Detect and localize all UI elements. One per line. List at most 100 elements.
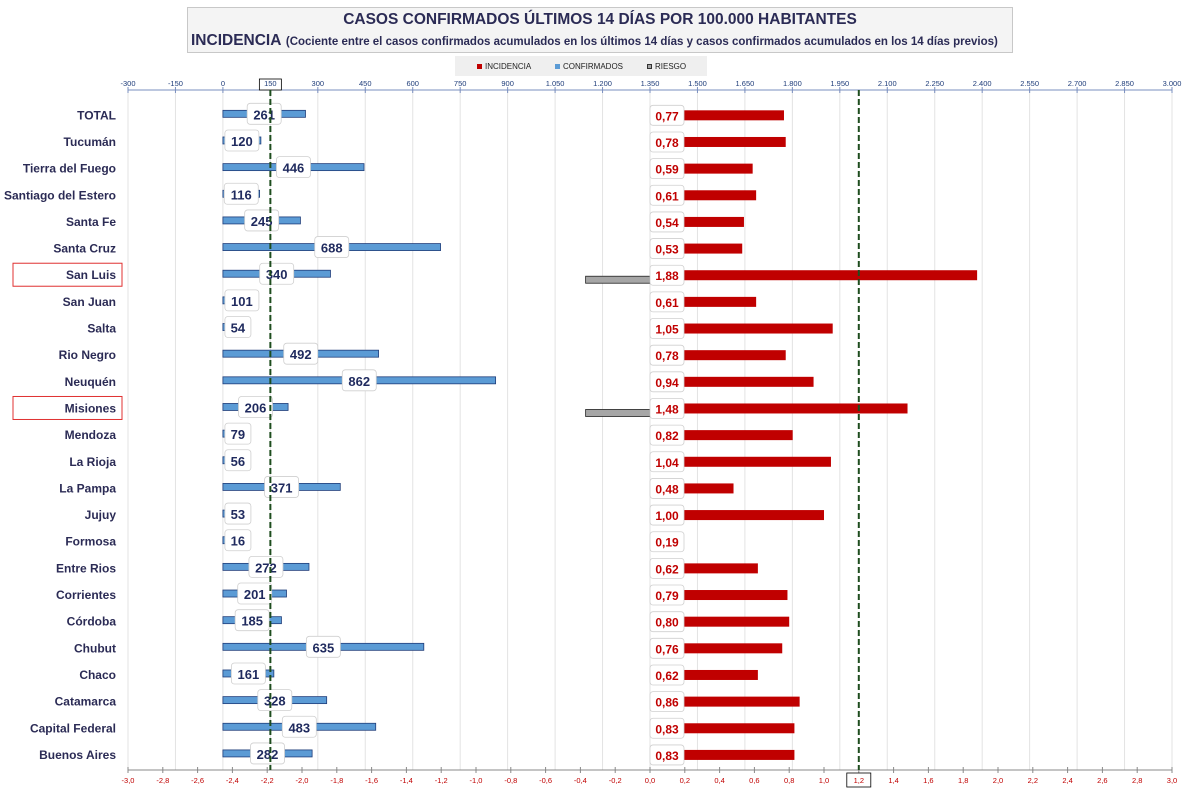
bottom-tick-label: 1,6: [923, 776, 933, 785]
confirmados-data-label: 54: [231, 321, 246, 336]
highlight-box: [12, 262, 123, 287]
legend-item-incidencia: INCIDENCIA: [477, 62, 531, 71]
confirmados-label-box: [314, 236, 350, 258]
incidencia-label-box: [649, 318, 685, 339]
bottom-tick-label: -1,2: [435, 776, 448, 785]
top-tick-label: 750: [454, 79, 467, 88]
incidencia-bar: [650, 350, 786, 361]
incidencia-label-box: [649, 398, 685, 419]
incidencia-label-box: [649, 504, 685, 526]
bottom-tick-label: 0,8: [784, 776, 794, 785]
confirmados-data-label: 16: [231, 534, 245, 549]
confirmados-data-label: 483: [288, 720, 310, 735]
bottom-tick-label: 2,0: [993, 776, 1003, 785]
incidencia-data-label: 0,86: [655, 696, 679, 710]
incidencia-data-label: 1,00: [655, 509, 679, 523]
bottom-tick-label: 2,4: [1062, 776, 1072, 785]
category-label: Tucumán: [64, 135, 116, 149]
incidencia-bar: [650, 403, 908, 414]
confirmados-label-box: [224, 129, 260, 152]
confirmados-label-box: [259, 262, 295, 285]
category-label: Buenos Aires: [39, 748, 116, 762]
bottom-tick-label: 0,2: [680, 776, 690, 785]
legend-swatch-riesgo: [647, 64, 652, 70]
confirmados-data-label: 53: [231, 507, 245, 522]
bottom-tick-label: -0,6: [539, 776, 552, 785]
incidencia-data-label: 0,80: [655, 616, 679, 630]
incidencia-label-box: [649, 664, 685, 686]
top-tick-label: 0: [221, 79, 225, 88]
category-label: Catamarca: [55, 695, 117, 709]
incidencia-label-box: [649, 211, 685, 233]
confirmados-data-label: 272: [255, 560, 277, 575]
top-tick-label: 2.250: [925, 79, 944, 88]
incidencia-bar: [650, 749, 795, 760]
bottom-tick-label: 1,8: [958, 776, 968, 785]
incidencia-data-label: 1,05: [655, 323, 679, 337]
category-label: Chubut: [74, 641, 116, 655]
bottom-tick-label: -2,0: [296, 776, 309, 785]
top-tick-label: 3.000: [1163, 79, 1182, 88]
confirmados-label-box: [224, 316, 252, 338]
incidencia-label-box: [649, 717, 685, 739]
incidencia-data-label: 0,83: [655, 722, 679, 736]
incidencia-label-box: [649, 291, 685, 313]
incidencia-label-box: [649, 131, 685, 153]
top-tick-label: 2.100: [878, 79, 897, 88]
category-label: Misiones: [65, 401, 117, 415]
incidencia-label-box: [649, 691, 685, 713]
incidencia-label-box: [649, 371, 685, 393]
bottom-tick-label: 1,0: [819, 776, 829, 785]
riesgo-bar: [585, 409, 651, 417]
top-tick-label: 150: [264, 79, 277, 88]
category-label: Salta: [87, 322, 116, 336]
top-tick-label: 1.050: [546, 79, 565, 88]
bottom-tick-label: -1,8: [330, 776, 343, 785]
incidencia-bar: [650, 376, 814, 387]
category-label: Tierra del Fuego: [23, 162, 116, 176]
confirmados-label-box: [224, 529, 252, 552]
top-tick-label: -150: [168, 79, 183, 88]
confirmados-data-label: 56: [231, 454, 245, 469]
category-label: Corrientes: [56, 588, 116, 602]
bottom-tick-label: 0,4: [714, 776, 724, 785]
incidencia-data-label: 1,04: [655, 456, 679, 470]
top-tick-label: 1.950: [830, 79, 849, 88]
confirmados-data-label: 492: [290, 347, 312, 362]
incidencia-data-label: 0,61: [655, 296, 679, 310]
confirmados-data-label: 635: [313, 640, 335, 655]
confirmados-data-label: 116: [231, 187, 252, 202]
category-label: Formosa: [65, 535, 116, 549]
confirmados-label-box: [341, 369, 377, 392]
bottom-tick-label: 2,8: [1132, 776, 1142, 785]
incidencia-bar: [650, 163, 753, 174]
bottom-tick-label: 2,6: [1097, 776, 1107, 785]
incidencia-bar: [650, 243, 743, 254]
incidencia-bar: [650, 456, 831, 467]
legend-swatch-incidencia: [477, 64, 482, 70]
incidencia-bar: [650, 270, 978, 281]
category-label: La Rioja: [69, 455, 116, 469]
incidencia-bar: [650, 430, 793, 441]
bottom-tick-label: -0,4: [574, 776, 587, 785]
category-label: Rio Negro: [59, 348, 116, 362]
incidencia-label-box: [649, 584, 685, 606]
confirmados-data-label: 206: [245, 400, 267, 415]
incidencia-data-label: 0,79: [655, 589, 679, 603]
legend-label-incidencia: INCIDENCIA: [485, 62, 532, 71]
highlight-box: [12, 395, 123, 420]
category-label: Santa Cruz: [53, 242, 116, 256]
incidencia-label-box: [649, 611, 685, 633]
category-label: Córdoba: [67, 615, 117, 629]
chart-title-box: CASOS CONFIRMADOS ÚLTIMOS 14 DÍAS POR 10…: [187, 7, 1013, 53]
category-label: Santiago del Estero: [4, 188, 116, 202]
category-label: San Juan: [63, 295, 116, 309]
incidencia-bar: [650, 616, 790, 627]
bottom-tick-label: -2,8: [156, 776, 169, 785]
incidencia-bar: [650, 190, 757, 201]
incidencia-bar: [650, 696, 800, 707]
chart-title: CASOS CONFIRMADOS ÚLTIMOS 14 DÍAS POR 10…: [343, 11, 857, 28]
confirmados-data-label: 340: [266, 267, 288, 282]
confirmados-label-box: [248, 555, 284, 578]
